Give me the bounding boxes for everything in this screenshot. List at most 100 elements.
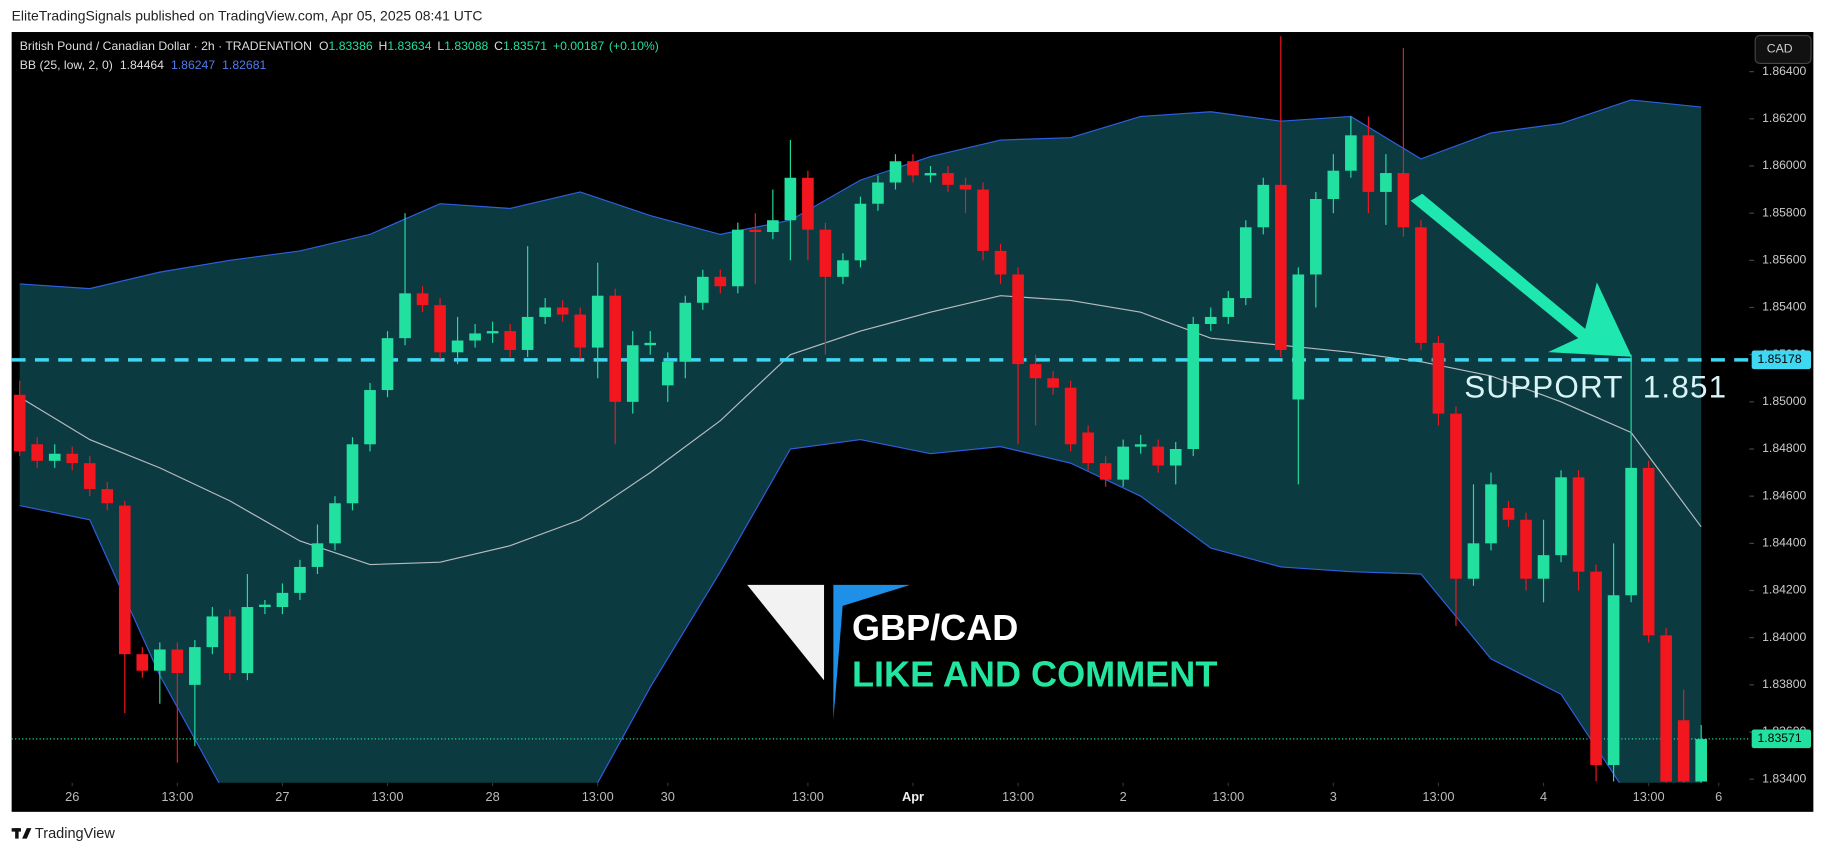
candle-body (837, 260, 849, 277)
price-tag-label: 1.85178 (1757, 352, 1801, 366)
candle-body (1642, 467, 1655, 636)
footer-brand: TradingView (35, 826, 115, 842)
cta-watermark: LIKE AND COMMENT (852, 653, 1217, 694)
decoration (747, 193, 1632, 720)
y-tick-label: 1.85600 (1762, 253, 1806, 267)
candle-body (1327, 170, 1340, 200)
candle-body (1152, 446, 1165, 466)
candle-body (854, 203, 867, 261)
candle-body (1117, 446, 1129, 480)
indicator-line: BB (25, low, 2, 0) 1.84464 1.86247 1.82681 (20, 58, 267, 72)
candle-body (136, 654, 149, 671)
candle-body (644, 342, 657, 346)
candle-body (1012, 274, 1024, 365)
candle-body (1257, 184, 1270, 228)
y-tick-label: 1.84600 (1762, 488, 1806, 502)
currency-button[interactable] (1754, 34, 1812, 65)
y-tick-label: 1.84800 (1762, 441, 1806, 455)
candle-body (1239, 227, 1252, 299)
candle-body (924, 173, 937, 176)
indicator-value: 1.82681 (222, 58, 266, 72)
candle-body (1187, 324, 1200, 450)
candle-body (1590, 571, 1602, 766)
y-tick-label: 1.84400 (1762, 536, 1806, 550)
tv-logo (11, 828, 32, 839)
candle-body (118, 505, 131, 655)
candle-body (1485, 484, 1497, 544)
candle-body (977, 189, 989, 251)
y-tick-label: 1.86000 (1762, 158, 1806, 172)
candle-body (1169, 449, 1182, 466)
quote-value: 1.83634 (387, 39, 431, 53)
candle-body (539, 307, 551, 317)
candle-body (469, 333, 481, 341)
candle-body (679, 302, 692, 362)
x-tick-label: 13:00 (1212, 789, 1244, 804)
logo-blue (833, 584, 911, 720)
candle-body (154, 649, 166, 671)
y-tick-label: 1.86400 (1762, 64, 1806, 78)
candle-body (1292, 274, 1305, 400)
candle-body (13, 394, 26, 452)
candle-body (626, 345, 639, 402)
candle-body (48, 453, 61, 461)
candle-body (521, 316, 534, 350)
quote-key: H (379, 39, 388, 53)
band-middle (19, 295, 1702, 566)
indicator-name: BB (25, low, 2, 0) (20, 58, 113, 72)
candle-body (1450, 413, 1462, 579)
x-tick-label: 2 (1120, 789, 1127, 804)
candle-body (1274, 184, 1287, 350)
candle-body (1432, 342, 1445, 414)
y-tick-label: 1.83400 (1762, 771, 1806, 785)
y-tick-label: 1.85800 (1762, 205, 1806, 219)
x-tick-label: 13:00 (1633, 789, 1665, 804)
plot-area (11, 36, 1750, 783)
candle-body (1660, 635, 1672, 782)
symbol-title: British Pound / Canadian Dollar · 2h · T… (20, 39, 312, 53)
arrow (1410, 193, 1632, 357)
change: +0.00187 (553, 39, 605, 53)
candle-body (1677, 720, 1690, 782)
band-upper (19, 99, 1702, 290)
candle-body (556, 307, 569, 315)
candle-body (381, 338, 394, 391)
candle-body (1029, 364, 1042, 379)
candle-body (189, 647, 201, 685)
candle-body (714, 276, 727, 287)
candle-body (171, 649, 184, 674)
quote-key: C (494, 39, 503, 53)
indicator-value: 1.84464 (120, 58, 164, 72)
price-tag (1751, 350, 1812, 370)
candle-body (661, 361, 674, 386)
candle-body (329, 503, 341, 544)
candle-body (749, 229, 762, 233)
candle-body (416, 293, 429, 306)
candle-body (591, 295, 604, 348)
candle-body (346, 444, 359, 504)
quote-key: L (437, 39, 444, 53)
candle-body (1064, 387, 1077, 445)
candle-body (802, 177, 814, 230)
logo-white (747, 584, 825, 681)
x-tick-label: 13:00 (1422, 789, 1454, 804)
y-tick-label: 1.83800 (1762, 677, 1806, 691)
candle-body (889, 161, 902, 183)
band-lower (19, 438, 1621, 783)
candle-body (1415, 227, 1427, 343)
x-tick-label: 26 (65, 789, 79, 804)
quote-key: O (319, 39, 329, 53)
candle-body (1625, 467, 1637, 596)
x-tick-label: 13:00 (161, 789, 193, 804)
price-tag (1751, 729, 1812, 749)
y-tick-label: 1.85400 (1762, 300, 1806, 314)
candle-body (1555, 477, 1567, 556)
candle-body (609, 295, 622, 402)
candle-body (1607, 595, 1620, 766)
candle-body (1380, 173, 1392, 192)
x-tick-label: 27 (275, 789, 289, 804)
candle-body (364, 390, 376, 445)
candle-body (31, 444, 44, 461)
candle-body (399, 293, 411, 339)
